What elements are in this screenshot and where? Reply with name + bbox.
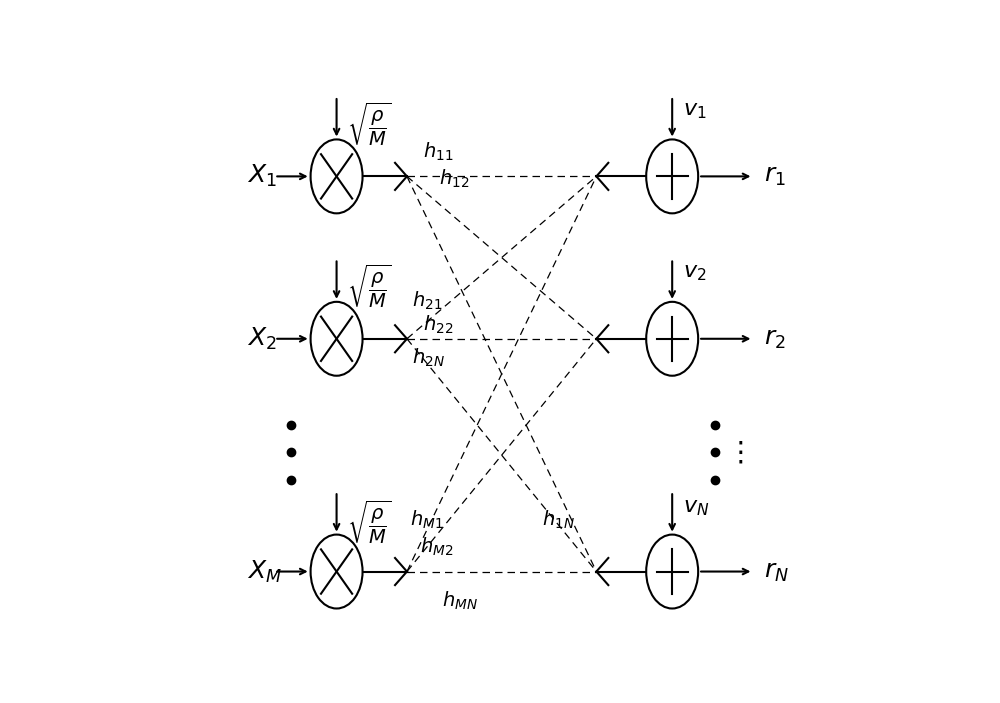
Text: $h_{11}$: $h_{11}$ (423, 141, 454, 163)
Ellipse shape (311, 302, 363, 375)
Text: $h_{M2}$: $h_{M2}$ (420, 536, 454, 558)
Text: $h_{12}$: $h_{12}$ (439, 168, 470, 191)
Text: $h_{MN}$: $h_{MN}$ (442, 590, 478, 612)
Ellipse shape (311, 534, 363, 609)
Text: $r_1$: $r_1$ (764, 165, 786, 188)
Text: $v_N$: $v_N$ (683, 498, 709, 518)
Ellipse shape (646, 139, 698, 213)
Text: $h_{22}$: $h_{22}$ (423, 314, 453, 337)
Text: $v_1$: $v_1$ (683, 101, 707, 121)
Text: $r_N$: $r_N$ (764, 560, 789, 583)
Text: $\sqrt{\dfrac{\rho}{M}}$: $\sqrt{\dfrac{\rho}{M}}$ (347, 498, 392, 546)
Text: $\sqrt{\dfrac{\rho}{M}}$: $\sqrt{\dfrac{\rho}{M}}$ (347, 263, 392, 311)
Ellipse shape (311, 139, 363, 213)
Text: $\vdots$: $\vdots$ (726, 439, 743, 467)
Text: $h_{1N}$: $h_{1N}$ (542, 509, 575, 531)
Text: $h_{21}$: $h_{21}$ (412, 290, 443, 312)
Text: $X_2$: $X_2$ (247, 325, 277, 352)
Text: $v_2$: $v_2$ (683, 263, 706, 283)
Text: $X_1$: $X_1$ (247, 163, 277, 190)
Ellipse shape (646, 302, 698, 375)
Text: $\sqrt{\dfrac{\rho}{M}}$: $\sqrt{\dfrac{\rho}{M}}$ (347, 101, 392, 148)
Text: $h_{2N}$: $h_{2N}$ (412, 347, 445, 369)
Text: $r_2$: $r_2$ (764, 327, 786, 351)
Text: $X_M$: $X_M$ (247, 558, 282, 585)
Text: $h_{M1}$: $h_{M1}$ (410, 509, 443, 531)
Ellipse shape (646, 534, 698, 609)
